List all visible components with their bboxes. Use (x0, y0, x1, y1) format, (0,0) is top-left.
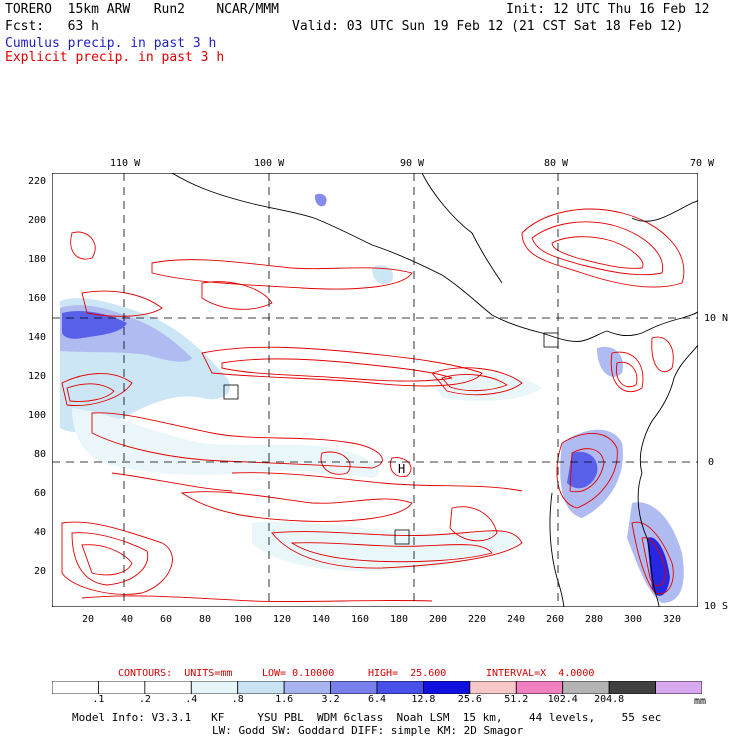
x-tick-280: 280 (585, 614, 604, 625)
y-tick-40: 40 (34, 527, 47, 538)
colorbar-label: .1 (92, 694, 105, 705)
x-tick-20: 20 (82, 614, 95, 625)
colorbar-swatch (237, 681, 285, 694)
colorbar-swatch (469, 681, 517, 694)
colorbar-unit: mm (694, 696, 707, 707)
forecast-hour: Fcst: 63 h (5, 19, 99, 34)
y-tick-20: 20 (34, 566, 47, 577)
colorbar-label: 25.6 (457, 694, 482, 705)
x-tick-140: 140 (312, 614, 331, 625)
lon-label-110w: 110 W (110, 158, 141, 169)
colorbar-label: .4 (185, 694, 198, 705)
colorbar-label: .8 (231, 694, 244, 705)
y-tick-100: 100 (28, 410, 47, 421)
x-tick-120: 120 (273, 614, 292, 625)
y-tick-180: 180 (28, 254, 47, 265)
colorbar-swatch (423, 681, 471, 694)
x-tick-220: 220 (468, 614, 487, 625)
colorbar-label: 1.6 (275, 694, 294, 705)
x-tick-80: 80 (199, 614, 212, 625)
x-tick-260: 260 (546, 614, 565, 625)
colorbar-swatch (330, 681, 378, 694)
lat-label-10s: 10 S (704, 601, 729, 612)
colorbar-swatch (608, 681, 656, 694)
high-marker: H (398, 462, 405, 476)
colorbar-swatch (52, 681, 99, 694)
marker-box-3 (543, 332, 559, 348)
x-tick-200: 200 (429, 614, 448, 625)
colorbar-swatch (190, 681, 239, 694)
cumulus-precip-shading (60, 193, 684, 603)
init-time: Init: 12 UTC Thu 16 Feb 12 (506, 2, 710, 17)
colorbar-label: 51.2 (504, 694, 529, 705)
lat-label-10n: 10 N (704, 313, 729, 324)
contour-units: CONTOURS: UNITS=mm (118, 668, 233, 679)
marker-box-2 (394, 529, 410, 545)
colorbar (52, 681, 702, 694)
explicit-precip-contours (61, 208, 685, 603)
model-info: Model Info: V3.3.1 KF YSU PBL WDM 6class… (72, 711, 662, 724)
legend-explicit: Explicit precip. in past 3 h (5, 50, 225, 65)
colorbar-label: 12.8 (411, 694, 436, 705)
colorbar-label: 204.8 (594, 694, 625, 705)
x-tick-60: 60 (160, 614, 173, 625)
colorbar-labels: .1 .2 .4 .8 1.6 3.2 6.4 12.8 25.6 51.2 102.4 204.8 (52, 694, 732, 708)
precip-map: H (52, 173, 698, 607)
lon-label-90w: 90 W (400, 158, 425, 169)
y-tick-60: 60 (34, 488, 47, 499)
y-tick-160: 160 (28, 293, 47, 304)
x-tick-300: 300 (624, 614, 643, 625)
model-physics: LW: Godd SW: Goddard DIFF: simple KM: 2D… (212, 724, 524, 737)
y-tick-220: 220 (28, 176, 47, 187)
x-tick-160: 160 (351, 614, 370, 625)
y-tick-200: 200 (28, 215, 47, 226)
colorbar-swatch (562, 681, 610, 694)
model-title: TORERO 15km ARW Run2 NCAR/MMM (5, 2, 279, 17)
colorbar-swatch (144, 681, 192, 694)
valid-time: Valid: 03 UTC Sun 19 Feb 12 (21 CST Sat … (292, 19, 684, 34)
colorbar-swatch (98, 681, 146, 694)
x-tick-100: 100 (234, 614, 253, 625)
colorbar-swatch (283, 681, 331, 694)
coastlines (171, 173, 698, 607)
x-tick-180: 180 (390, 614, 409, 625)
x-tick-40: 40 (121, 614, 134, 625)
contour-low: LOW= 0.10000 (262, 668, 335, 679)
lat-label-0: 0 (708, 457, 715, 468)
colorbar-label: 3.2 (321, 694, 340, 705)
legend-cumulus: Cumulus precip. in past 3 h (5, 36, 217, 51)
colorbar-swatch (515, 681, 564, 694)
colorbar-swatch (376, 681, 424, 694)
latlon-grid (52, 173, 698, 607)
lon-label-100w: 100 W (254, 158, 285, 169)
contour-interval: INTERVAL=X 4.0000 (486, 668, 595, 679)
lon-label-80w: 80 W (544, 158, 569, 169)
x-tick-320: 320 (663, 614, 682, 625)
colorbar-label: 6.4 (367, 694, 387, 705)
y-tick-140: 140 (28, 332, 47, 343)
colorbar-label: .2 (138, 694, 151, 705)
x-tick-240: 240 (507, 614, 526, 625)
marker-box-1 (223, 384, 239, 400)
contour-high: HIGH= 25.600 (368, 668, 447, 679)
colorbar-label: 102.4 (547, 694, 578, 705)
y-tick-120: 120 (28, 371, 47, 382)
lon-label-70w: 70 W (690, 158, 715, 169)
y-tick-80: 80 (34, 449, 47, 460)
colorbar-swatch (655, 681, 702, 694)
